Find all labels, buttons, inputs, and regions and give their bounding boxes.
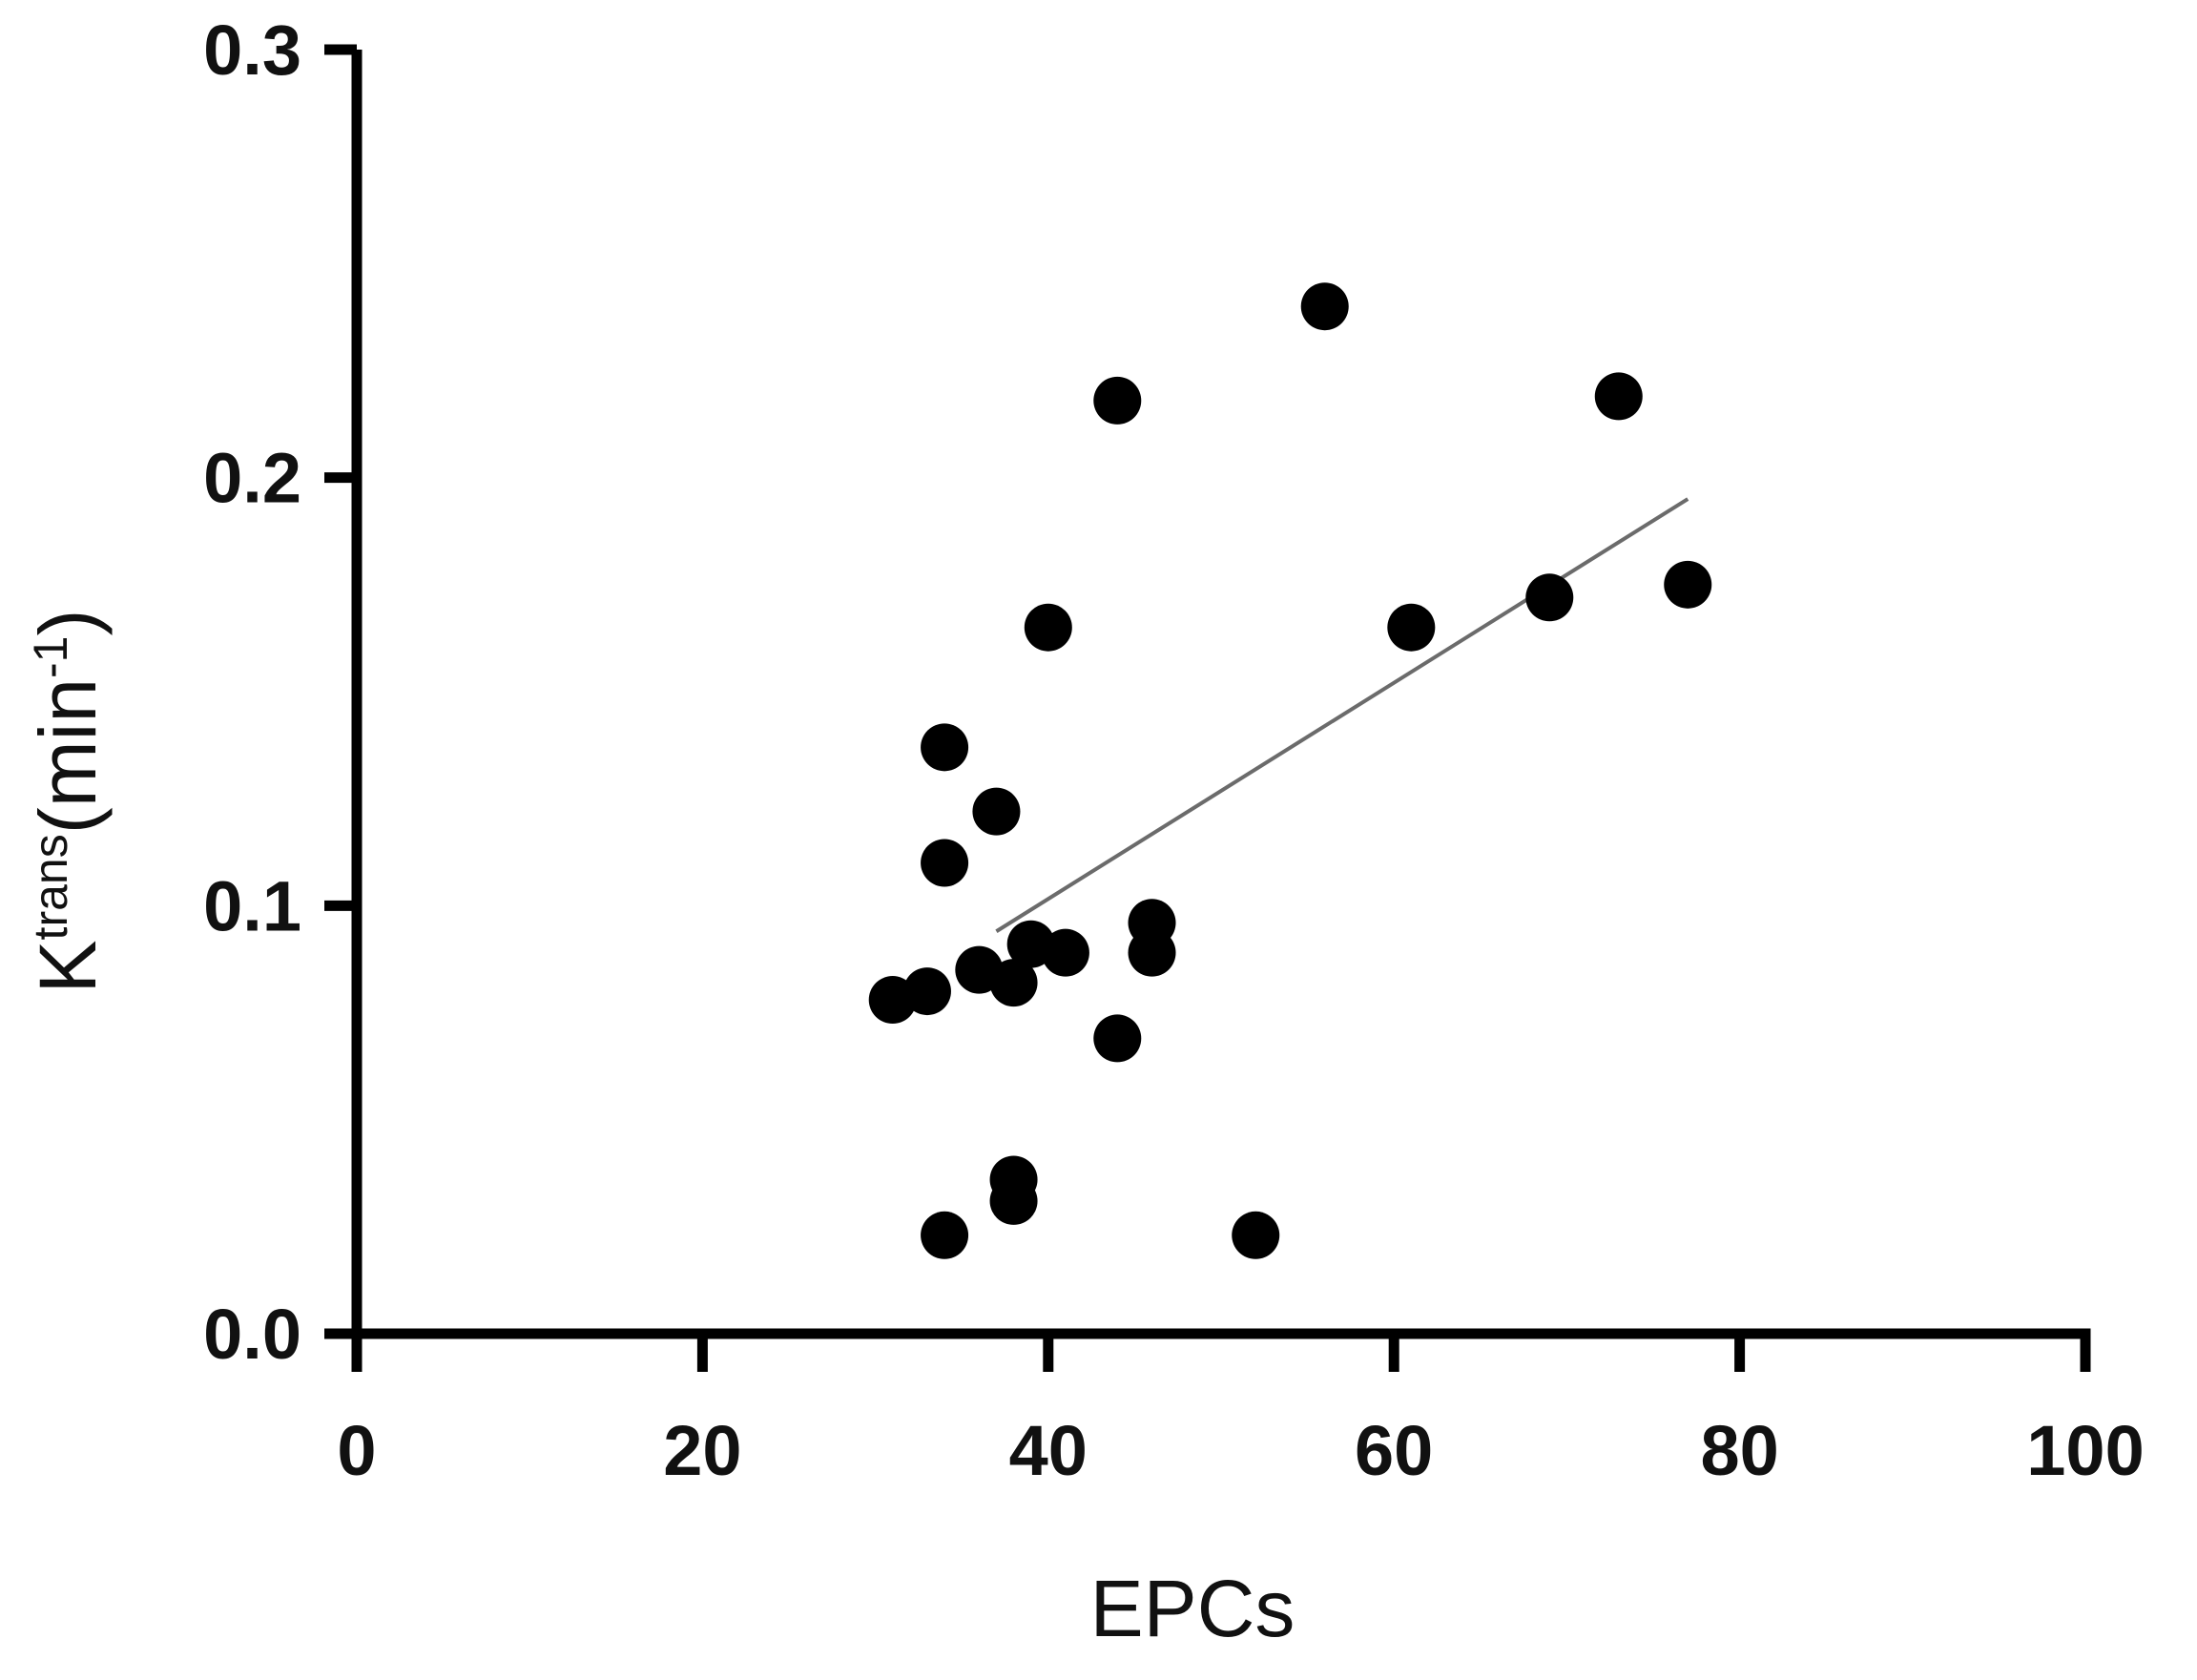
- data-point: [1024, 603, 1072, 652]
- data-point: [989, 1176, 1038, 1225]
- axes: [324, 44, 2091, 1372]
- data-point: [1525, 573, 1574, 622]
- data-point: [972, 787, 1021, 836]
- tick-labels: 0.0 0.1 0.2 0.3 0 20 40 60 80 100: [203, 10, 2145, 1490]
- x-tick-label: 40: [1009, 1411, 1088, 1490]
- x-tick-label: 80: [1700, 1411, 1778, 1490]
- regression-line: [995, 497, 1689, 933]
- y-tick-label: 0.0: [203, 1295, 301, 1374]
- y-axis-title-superscript: trans: [24, 834, 77, 940]
- data-points: [868, 282, 1712, 1259]
- data-point: [1300, 282, 1349, 331]
- data-point: [921, 839, 969, 887]
- y-axis-title-base: K: [23, 940, 113, 993]
- data-point: [1041, 928, 1089, 977]
- data-point: [989, 959, 1038, 1007]
- y-tick-label: 0.3: [203, 10, 301, 90]
- x-tick-label: 20: [663, 1411, 741, 1490]
- y-axis-title: Ktrans(min-1): [23, 610, 113, 994]
- x-tick-label: 0: [337, 1411, 376, 1490]
- y-tick-label: 0.1: [203, 866, 301, 945]
- regression-line-group: [995, 497, 1689, 933]
- data-point: [1128, 928, 1176, 977]
- x-axis-title: EPCs: [1090, 1564, 1295, 1653]
- data-point: [868, 976, 917, 1025]
- y-axis-title-unit: (min: [23, 678, 113, 834]
- data-point: [1093, 376, 1142, 425]
- data-point: [1093, 1014, 1142, 1063]
- data-point: [921, 723, 969, 772]
- y-tick-label: 0.2: [203, 439, 301, 518]
- data-point: [1664, 560, 1712, 609]
- x-tick-label: 100: [2026, 1411, 2144, 1490]
- data-point: [1232, 1211, 1280, 1259]
- data-point: [921, 1211, 969, 1259]
- y-axis-title-unit-exponent: -1: [24, 635, 77, 677]
- x-tick-label: 60: [1355, 1411, 1433, 1490]
- data-point: [1387, 603, 1436, 652]
- data-point: [1594, 372, 1643, 421]
- y-axis-title-unit-close: ): [23, 610, 113, 636]
